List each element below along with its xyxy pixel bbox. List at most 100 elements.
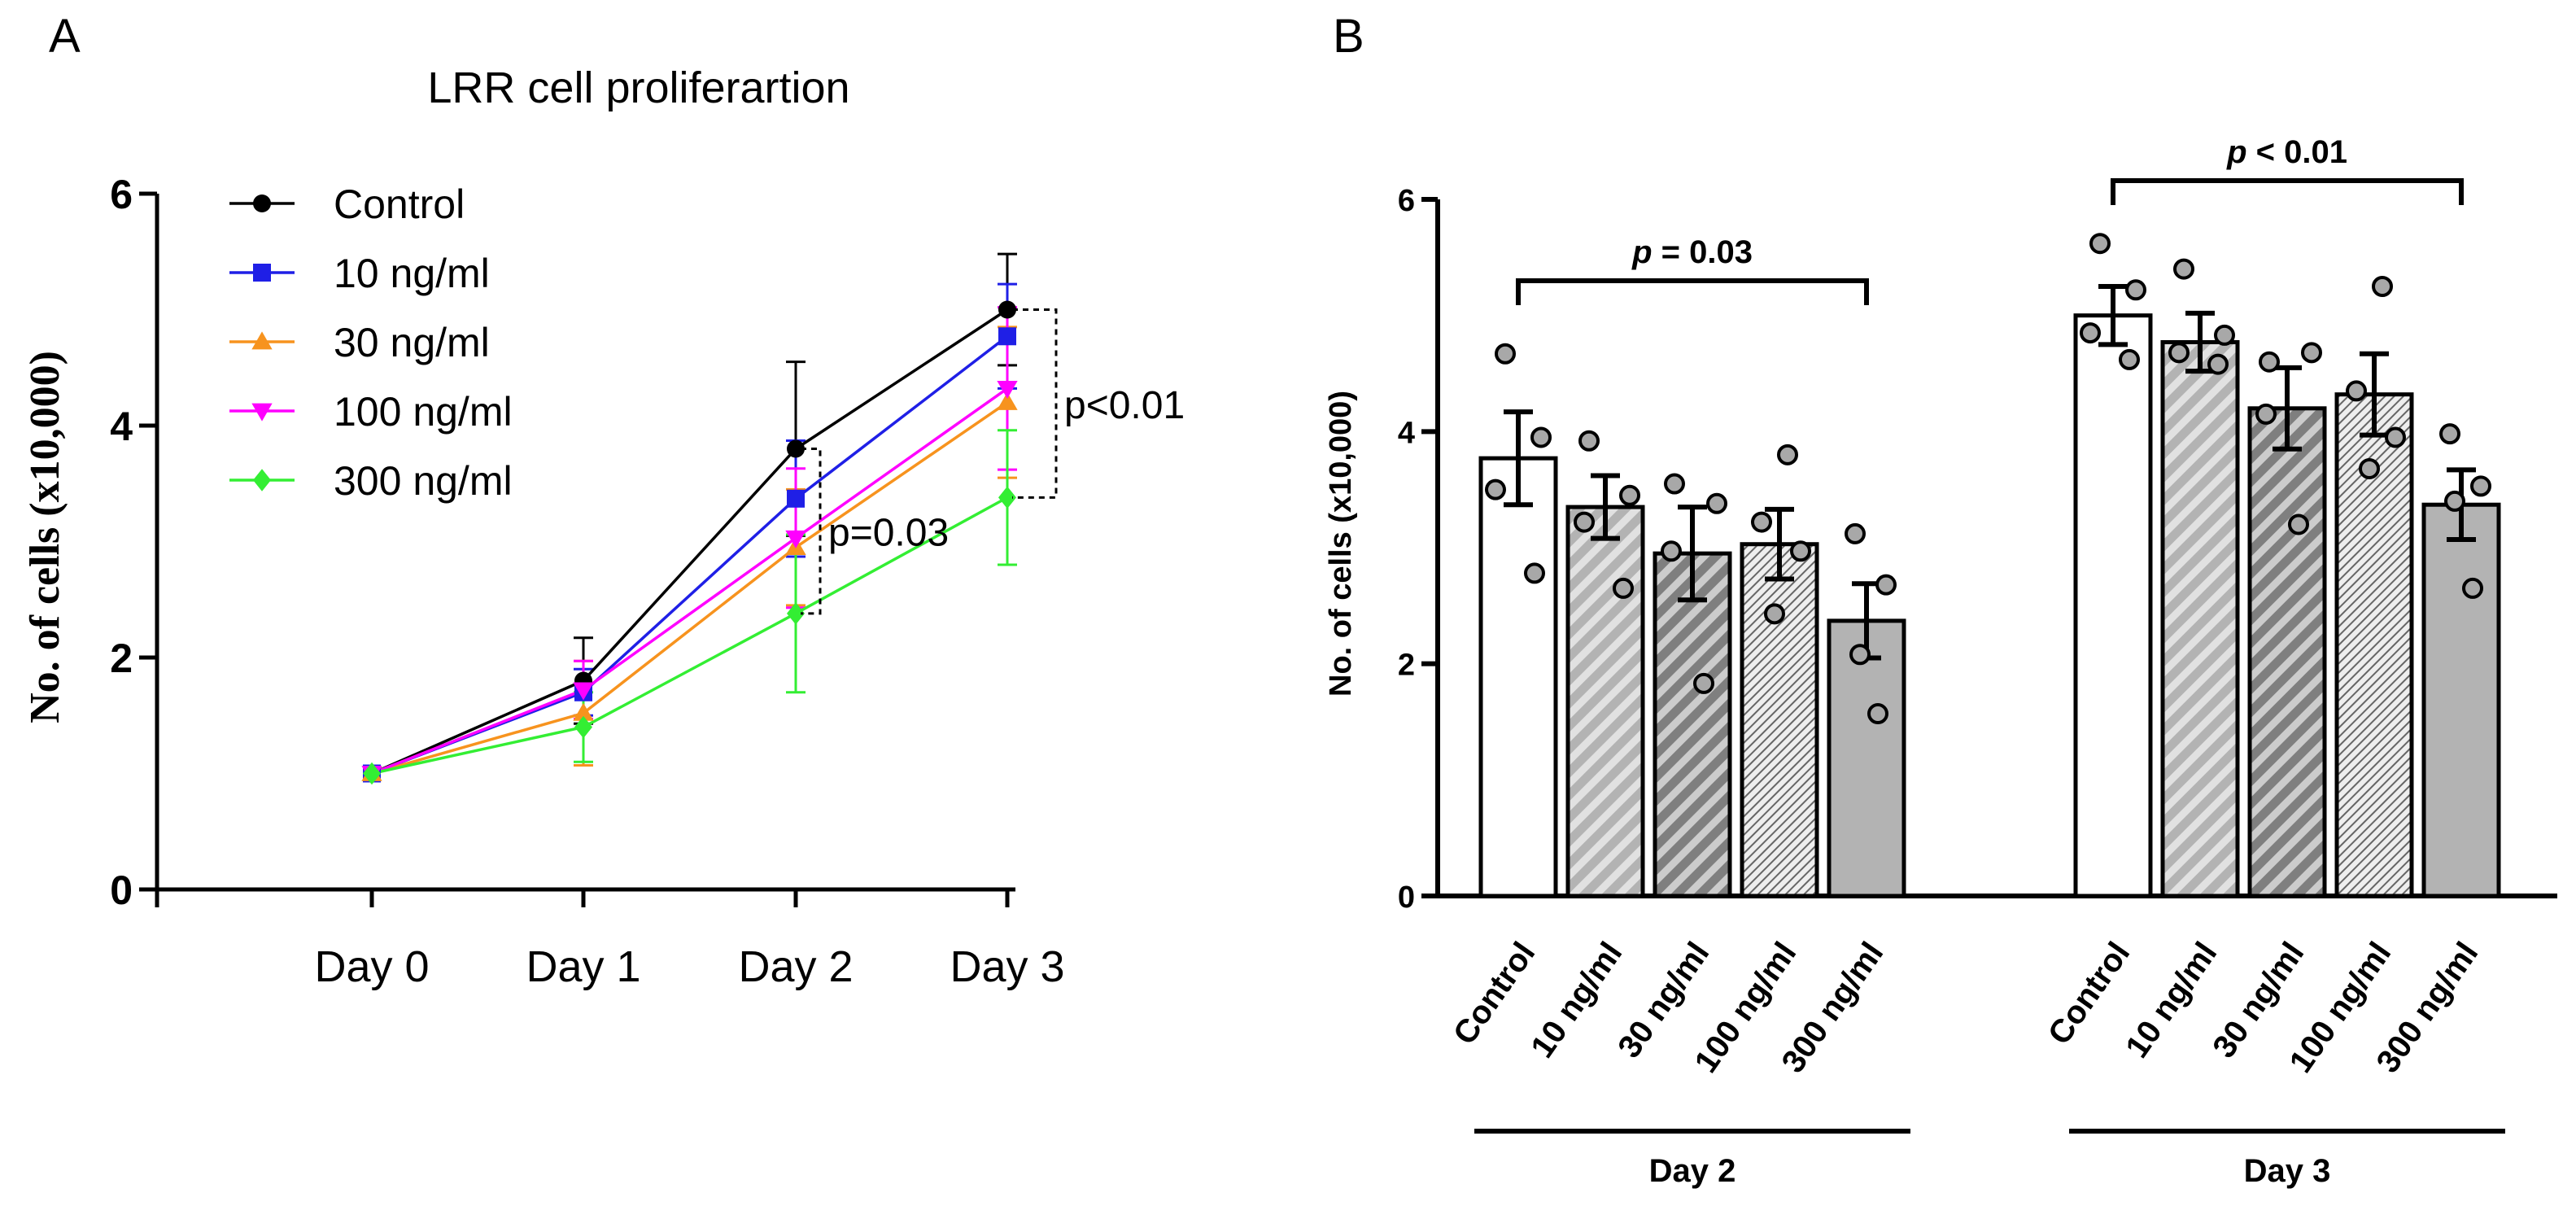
replicate-point — [2259, 351, 2280, 373]
x-tick-label-a: Day 1 — [526, 942, 640, 991]
replicate-point — [1875, 574, 1897, 596]
significance-bracket-b — [2111, 178, 2464, 205]
panel-label-a: A — [49, 10, 81, 63]
legend-label: Control — [334, 181, 465, 227]
replicate-point — [1485, 478, 1506, 500]
group-label: Day 2 — [1649, 1153, 1736, 1189]
series-line-4 — [371, 496, 1008, 776]
panel-b: B No. of cells (x10,000) 0 2 4 6 p = 0.03 p … — [1324, 10, 2557, 1189]
y-tick-label-a: 2 — [110, 636, 133, 681]
legend-marker — [251, 331, 273, 350]
replicate-point — [2359, 457, 2380, 479]
error-bar-b — [2098, 284, 2128, 347]
data-point-a — [998, 486, 1016, 509]
data-point-a — [787, 602, 805, 625]
replicate-point — [1764, 603, 1785, 625]
chart-title-a: LRR cell proliferartion — [427, 63, 849, 112]
replicate-point — [2255, 403, 2277, 425]
replicate-point — [2168, 342, 2190, 364]
replicate-point — [2301, 342, 2322, 364]
replicate-point — [1613, 577, 1634, 599]
legend-marker — [253, 194, 271, 212]
legend-marker — [253, 469, 271, 492]
legend-marker — [251, 403, 273, 422]
replicate-point — [1578, 430, 1600, 452]
replicate-point — [1790, 540, 1811, 562]
replicate-point — [1867, 703, 1888, 725]
x-tick-label-a: Day 0 — [314, 942, 429, 991]
data-point-a — [573, 682, 594, 701]
legend-label: 10 ng/ml — [334, 251, 490, 296]
replicate-point — [1777, 444, 1798, 465]
error-bar-b — [2360, 351, 2389, 438]
y-tick-label-a: 4 — [110, 404, 133, 449]
bar — [1829, 620, 1904, 896]
y-tick-label-b: 0 — [1398, 880, 1415, 915]
replicate-point — [2444, 490, 2465, 512]
replicate-point — [2119, 348, 2140, 370]
replicate-point — [2089, 233, 2111, 255]
data-point-a — [574, 715, 592, 739]
bar — [2424, 505, 2499, 896]
replicate-point — [2470, 475, 2491, 497]
legend-label: 300 ng/ml — [334, 458, 513, 504]
replicate-point — [1495, 343, 1516, 365]
p-value-label-b: p < 0.01 — [2226, 134, 2347, 170]
data-point-a — [997, 391, 1018, 410]
replicate-point — [2080, 322, 2101, 344]
replicate-point — [2173, 258, 2194, 280]
bar-hatch — [1655, 553, 1730, 896]
y-axis-label-b: No. of cells (x10,000) — [1324, 391, 1358, 697]
panel-label-b: B — [1333, 10, 1364, 63]
replicate-point — [2207, 353, 2229, 375]
replicate-point — [2214, 324, 2235, 346]
legend-label: 100 ng/ml — [334, 389, 513, 435]
data-point-a — [998, 327, 1016, 346]
y-tick-label-b: 6 — [1398, 184, 1415, 218]
replicate-point — [2462, 577, 2483, 599]
replicate-point — [2372, 276, 2393, 297]
p-value-label-b: p = 0.03 — [1631, 234, 1753, 270]
bar — [1481, 458, 1556, 896]
significance-bracket-a — [1012, 308, 1058, 499]
y-tick-label-b: 4 — [1398, 416, 1415, 450]
replicate-point — [2346, 380, 2367, 402]
legend-marker — [253, 264, 271, 282]
data-point-a — [997, 381, 1018, 400]
error-bar-b — [1765, 506, 1794, 582]
replicate-point — [1524, 562, 1545, 584]
series-line-0 — [371, 308, 1008, 776]
bar-hatch — [1568, 507, 1643, 896]
error-bar-b — [1591, 473, 1620, 541]
x-tick-label-b: Control — [1447, 936, 1543, 1051]
bar — [2076, 315, 2150, 897]
legend-label: 30 ng/ml — [334, 320, 490, 365]
replicate-point — [2385, 426, 2406, 448]
data-point-a — [785, 530, 806, 548]
x-tick-label-b: Control — [2041, 936, 2137, 1051]
data-point-a — [363, 762, 381, 785]
significance-bracket-b — [1516, 278, 1869, 305]
replicate-point — [1530, 426, 1552, 448]
replicate-point — [1706, 492, 1727, 514]
bar-hatch — [1742, 544, 1817, 896]
replicate-point — [1751, 511, 1772, 533]
series-line-2 — [371, 401, 1008, 776]
replicate-point — [1693, 672, 1714, 694]
replicate-point — [2288, 513, 2309, 535]
replicate-point — [2125, 279, 2146, 301]
replicate-point — [1845, 522, 1866, 544]
x-tick-label-a: Day 3 — [950, 942, 1064, 991]
data-point-a — [787, 439, 805, 458]
y-tick-label-a: 0 — [110, 867, 133, 913]
error-bar-b — [2185, 310, 2215, 374]
group-label: Day 3 — [2244, 1153, 2331, 1189]
y-tick-label-b: 2 — [1398, 649, 1415, 683]
replicate-point — [1849, 644, 1871, 666]
bar-hatch — [2250, 408, 2325, 896]
data-point-a — [787, 489, 805, 508]
y-axis-label-a: No. of cells (x10,000) — [22, 351, 68, 723]
replicate-point — [2439, 423, 2460, 445]
replicate-point — [1664, 473, 1685, 495]
